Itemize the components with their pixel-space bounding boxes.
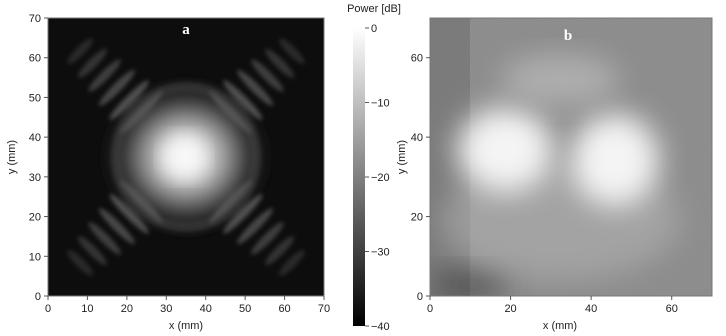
heatmap-b: b 0 20 40 60 0 20 40 60 x (mm) y (mm) — [396, 17, 713, 332]
heatmap-b-features — [430, 18, 712, 296]
xlabel-a: x (mm) — [169, 320, 203, 332]
xtick-label-a: 60 — [278, 303, 290, 315]
side-lobe-stripe — [251, 222, 284, 255]
heatmap-a-axes: 0 10 20 30 40 50 60 70 0 10 20 30 40 50 60 70 — [29, 13, 330, 315]
colorbar-tick-label: −20 — [371, 172, 390, 184]
side-lobe-stripe — [88, 59, 121, 92]
colorbar-title: Power [dB] — [347, 3, 401, 15]
ytick-label-b: 40 — [411, 132, 423, 144]
side-lobe-stripe — [279, 250, 305, 276]
side-lobe-stripe — [109, 194, 149, 234]
upper-glow — [500, 54, 620, 106]
bright-region-right — [571, 114, 659, 206]
heatmap-b-frame — [429, 17, 713, 297]
side-lobe-stripe — [67, 38, 93, 64]
xtick-label-a: 10 — [81, 303, 93, 315]
xtick-label-a: 50 — [239, 303, 251, 315]
ylabel-b: y (mm) — [396, 140, 408, 174]
ytick-label-a: 50 — [29, 92, 41, 104]
panel-label-b: b — [564, 28, 572, 44]
colorbar-tick-label: −10 — [371, 98, 390, 110]
panel-label-a: a — [182, 22, 190, 38]
side-lobe-stripe — [279, 38, 305, 64]
heatmap-a-frame — [47, 17, 325, 297]
side-lobe-stripe — [265, 236, 295, 266]
ytick-label-a: 20 — [29, 212, 41, 224]
xlabel-b: x (mm) — [543, 320, 577, 332]
side-lobe-stripe — [67, 250, 93, 276]
colorbar-gradient — [353, 28, 365, 326]
side-lobe-stripe — [223, 80, 263, 120]
side-lobe-stripe — [109, 80, 149, 120]
ytick-label-b: 20 — [411, 212, 423, 224]
colorbar-ticks: 0 −10 −20 −30 −40 — [365, 23, 390, 333]
xtick-label-b: 0 — [427, 303, 433, 315]
colorbar-tick-label: −30 — [371, 247, 390, 259]
colorbar-tick-label: 0 — [371, 23, 377, 35]
side-lobe-stripe — [98, 69, 135, 106]
heatmap-a-features — [67, 38, 305, 276]
ytick-label-a: 30 — [29, 172, 41, 184]
xtick-label-a: 40 — [200, 303, 212, 315]
ylabel-a: y (mm) — [6, 140, 18, 174]
side-lobe-stripe — [265, 48, 295, 78]
ytick-label-a: 0 — [35, 291, 41, 303]
bright-region-left — [457, 108, 553, 192]
xtick-label-a: 0 — [45, 303, 51, 315]
ytick-label-a: 10 — [29, 251, 41, 263]
xtick-label-a: 70 — [318, 303, 330, 315]
side-lobe-stripe — [223, 194, 263, 234]
ytick-label-a: 40 — [29, 132, 41, 144]
side-lobe-stripe — [251, 59, 284, 92]
xtick-label-b: 20 — [504, 303, 516, 315]
side-lobe-stripe — [77, 236, 107, 266]
xtick-label-a: 20 — [121, 303, 133, 315]
colorbar-tick-label: −40 — [371, 321, 390, 333]
xtick-label-b: 60 — [666, 303, 678, 315]
ytick-label-a: 60 — [29, 53, 41, 65]
colorbar: Power [dB] 0 −10 −20 −30 −40 — [347, 3, 401, 333]
xtick-label-b: 40 — [585, 303, 597, 315]
xtick-label-a: 30 — [160, 303, 172, 315]
side-lobe-stripe — [98, 208, 135, 245]
ytick-label-b: 0 — [417, 291, 423, 303]
dark-corner — [430, 267, 510, 296]
side-lobe-stripe — [77, 48, 107, 78]
side-lobe-stripe — [237, 69, 274, 106]
main-lobe-core — [162, 135, 206, 179]
side-lobe-stripe — [237, 208, 274, 245]
ytick-label-b: 60 — [411, 53, 423, 65]
side-lobe-stripe — [88, 222, 121, 255]
ytick-label-a: 70 — [29, 13, 41, 25]
heatmap-b-axes: 0 20 40 60 0 20 40 60 — [411, 53, 678, 315]
